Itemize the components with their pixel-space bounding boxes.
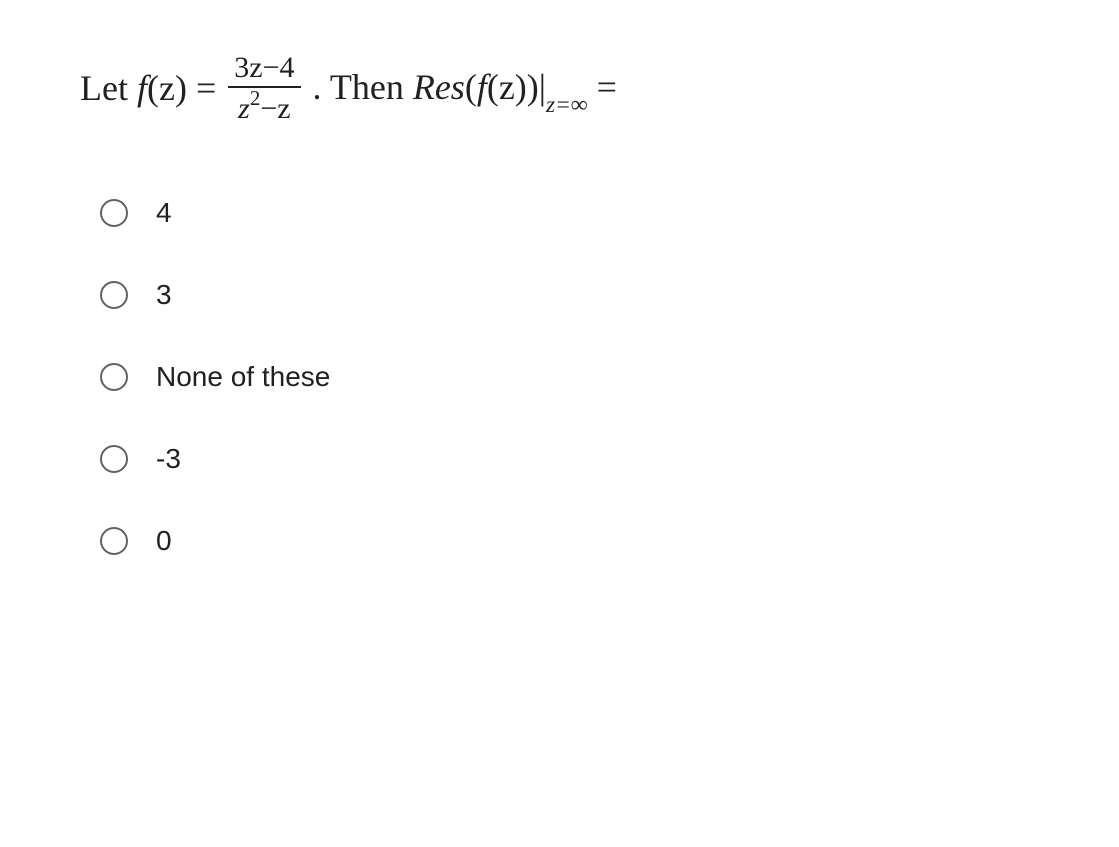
- res-text: Res: [413, 67, 465, 107]
- question-func-arg: (z) =: [147, 68, 216, 108]
- radio-icon: [100, 199, 128, 227]
- option-1[interactable]: 3: [100, 279, 1039, 311]
- options-list: 4 3 None of these -3 0: [80, 197, 1039, 557]
- question-mid: . Then: [313, 67, 413, 107]
- res-arg: (z): [487, 67, 527, 107]
- radio-icon: [100, 281, 128, 309]
- res-close: )|: [527, 67, 546, 107]
- option-2[interactable]: None of these: [100, 361, 1039, 393]
- option-0[interactable]: 4: [100, 197, 1039, 229]
- fraction-numerator: 3z−4: [228, 50, 300, 88]
- question-fraction: 3z−4 z2−z: [228, 50, 300, 127]
- question-text: Let f(z) = 3z−4 z2−z . Then Res(f(z))|z=…: [80, 50, 1039, 127]
- fraction-denominator: z2−z: [232, 88, 296, 127]
- option-label: -3: [156, 443, 181, 475]
- radio-icon: [100, 445, 128, 473]
- res-open: (: [465, 67, 477, 107]
- res-sub: z=∞: [546, 92, 588, 118]
- question-equals: =: [588, 67, 617, 107]
- question-func: f: [137, 68, 147, 108]
- option-label: None of these: [156, 361, 330, 393]
- question-prefix: Let: [80, 68, 137, 108]
- option-3[interactable]: -3: [100, 443, 1039, 475]
- radio-icon: [100, 527, 128, 555]
- res-f: f: [477, 67, 487, 107]
- option-label: 4: [156, 197, 172, 229]
- radio-icon: [100, 363, 128, 391]
- option-label: 3: [156, 279, 172, 311]
- option-4[interactable]: 0: [100, 525, 1039, 557]
- option-label: 0: [156, 525, 172, 557]
